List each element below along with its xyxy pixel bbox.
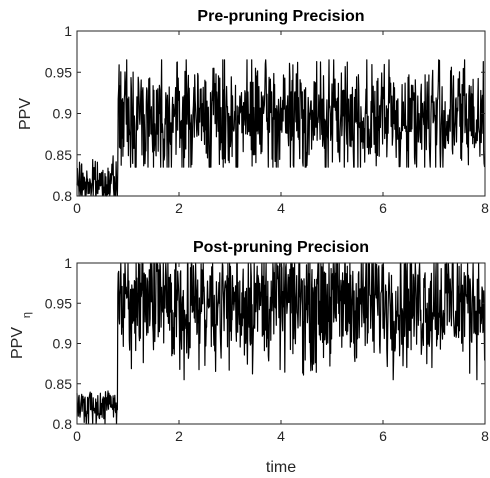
chart-panel-bottom: Post-pruning Precision PPV η time 0 2 4 6 80… <box>9 239 489 476</box>
x-tick-label-bottom: 8 <box>481 428 489 444</box>
y-tick-label-bottom: 0.95 <box>45 295 72 311</box>
plot-area-top: 0 2 4 6 8 0.8 0.85 0.9 0.95 1 <box>45 23 489 216</box>
x-tick-label-bottom: 6 <box>379 428 387 444</box>
plot-area-bottom: 0 2 4 6 8 0.8 0.85 0.9 0.95 1 <box>45 255 489 444</box>
x-tick-label-bottom: 0 <box>73 428 81 444</box>
y-tick-label-top: 0.8 <box>53 188 73 204</box>
y-tick-label-bottom: 0.8 <box>53 416 73 432</box>
y-tick-label-top: 0.9 <box>53 106 73 122</box>
x-tick-label-top: 8 <box>481 200 489 216</box>
y-tick-label-top: 1 <box>64 23 72 39</box>
series-line-top <box>76 59 486 197</box>
y-axis-label-top: PPV <box>17 98 34 130</box>
x-axis-label-bottom: time <box>266 459 296 476</box>
y-tick-label-bottom: 1 <box>64 255 72 271</box>
x-tick-label-bottom: 2 <box>175 428 183 444</box>
y-tick-label-top: 0.95 <box>45 64 72 80</box>
chart-panel-top: Pre-pruning Precision PPV 0 2 4 6 8 0.8 0.85 0.… <box>17 8 489 216</box>
y-axis-label-subscript-bottom: η <box>21 312 33 318</box>
series-line-bottom <box>76 262 486 425</box>
x-tick-label-top: 4 <box>277 200 285 216</box>
x-tick-label-top: 0 <box>73 200 81 216</box>
y-tick-label-bottom: 0.9 <box>53 336 73 352</box>
x-tick-label-top: 6 <box>379 200 387 216</box>
y-tick-label-bottom: 0.85 <box>45 376 72 392</box>
chart-title-top: Pre-pruning Precision <box>197 8 364 25</box>
x-tick-label-top: 2 <box>175 200 183 216</box>
x-tick-label-bottom: 4 <box>277 428 285 444</box>
y-tick-label-top: 0.85 <box>45 147 72 163</box>
y-axis-label-bottom: PPV <box>9 327 26 359</box>
chart-title-bottom: Post-pruning Precision <box>193 239 369 256</box>
